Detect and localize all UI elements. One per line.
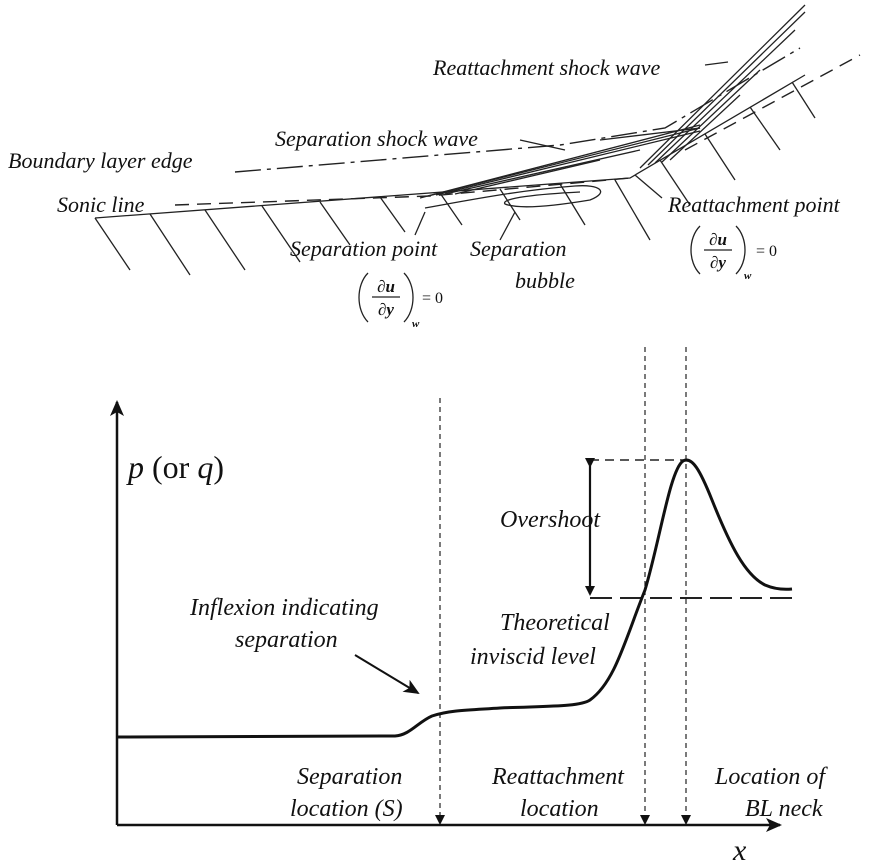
formula-text: = 0 — [756, 243, 777, 260]
label: Location of — [714, 764, 828, 790]
axis-label-part: q — [197, 449, 213, 485]
wall-hatch — [95, 82, 815, 275]
page: { "flow_sketch": { "reattachment_shock":… — [0, 0, 875, 866]
label: Separation point — [290, 236, 438, 261]
label: location — [520, 796, 599, 822]
formula-text: = 0 — [422, 290, 443, 307]
leader — [705, 62, 728, 65]
leader — [635, 175, 662, 198]
label: Separation — [470, 236, 567, 261]
pressure-plot: p (or q) x Overshoot Inflexion indicatin… — [117, 347, 828, 866]
figure: Reattachment shock wave Separation shock… — [0, 0, 875, 866]
label: Separation — [297, 764, 402, 790]
reattachment-shock — [640, 5, 860, 168]
label: location (S) — [290, 796, 403, 822]
label: bubble — [515, 268, 575, 293]
label: Sonic line — [57, 192, 145, 217]
formula-text: w — [412, 318, 420, 330]
axis-label: x — [732, 834, 747, 866]
sonic-line — [175, 178, 630, 205]
inflexion-arrow — [355, 655, 418, 693]
leader — [520, 140, 565, 150]
axis-label-part: ) — [213, 449, 224, 485]
formula-text: ∂u — [377, 277, 395, 296]
label: Inflexion indicating — [189, 595, 379, 621]
label: Boundary layer edge — [8, 148, 193, 173]
label: separation — [235, 627, 338, 653]
formula-text: ∂y — [378, 300, 394, 319]
label: Reattachment point — [667, 192, 841, 217]
flow-sketch: Reattachment shock wave Separation shock… — [8, 5, 860, 330]
label: inviscid level — [470, 644, 596, 670]
formula: ∂u ∂y w = 0 — [691, 226, 777, 282]
label: Reattachment — [491, 764, 625, 790]
formula-text: ∂u — [709, 230, 727, 249]
leader — [415, 212, 425, 235]
formula-text: w — [744, 270, 752, 282]
axis-label-part: p — [126, 449, 144, 485]
axis-label: p (or q) — [126, 449, 224, 485]
axis-label-part: (or — [152, 449, 190, 485]
label: Theoretical — [500, 610, 610, 636]
label: Separation shock wave — [275, 126, 478, 151]
label: Overshoot — [500, 507, 601, 533]
label: Reattachment shock wave — [432, 55, 660, 80]
formula: ∂u ∂y w = 0 — [359, 273, 443, 330]
label: BL neck — [745, 796, 823, 822]
formula-text: ∂y — [710, 253, 726, 272]
